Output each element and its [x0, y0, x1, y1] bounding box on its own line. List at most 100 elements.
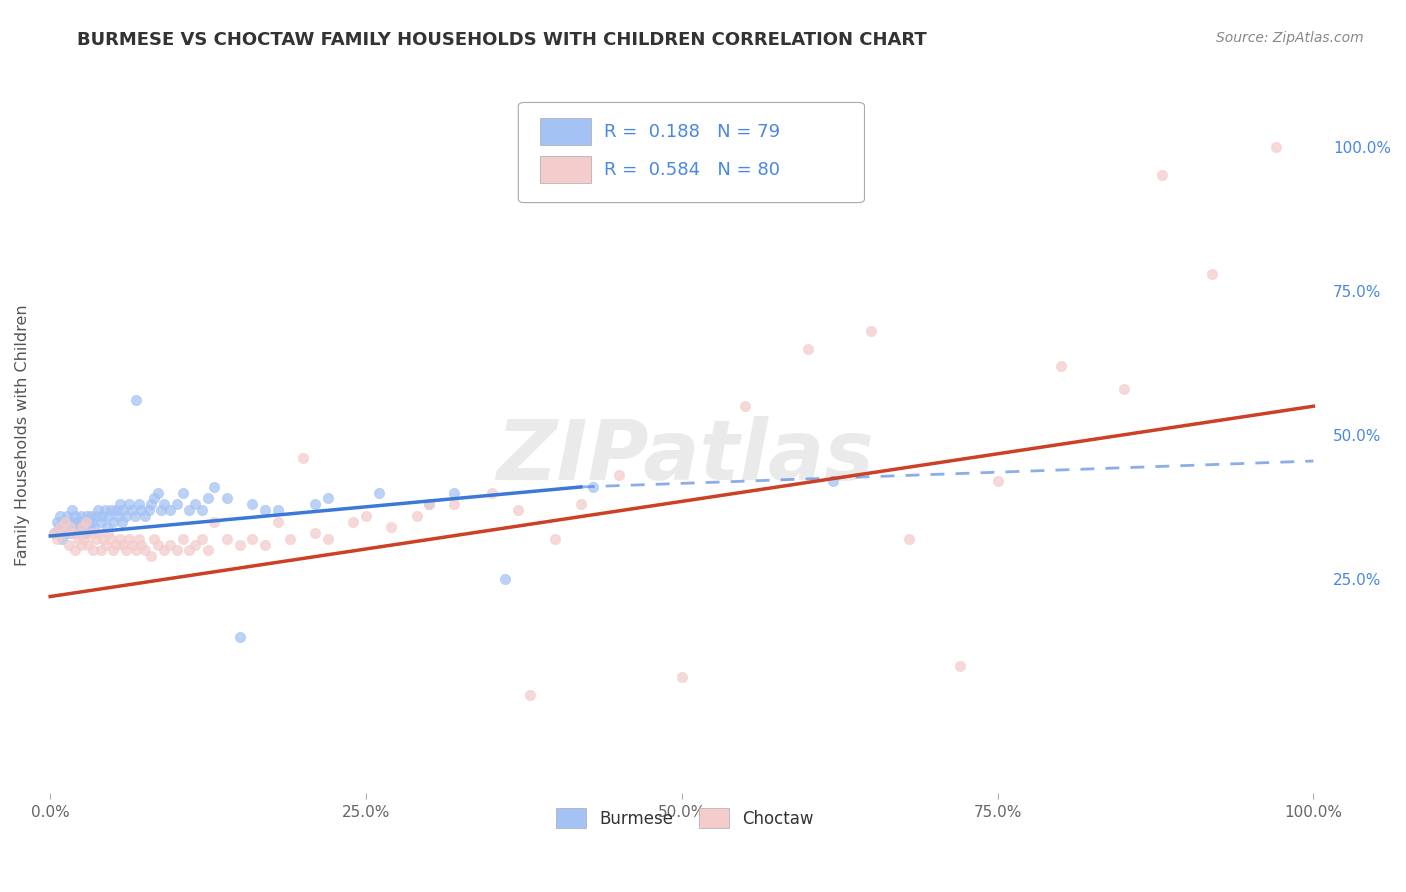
Point [191, 532, 214, 546]
Point [159, 538, 181, 552]
Point [65, 508, 87, 523]
Point [197, 491, 219, 506]
Point [166, 543, 188, 558]
Text: R =  0.188   N = 79: R = 0.188 N = 79 [605, 123, 780, 141]
Point [797, 342, 820, 356]
Point [197, 543, 219, 558]
Point [253, 503, 276, 517]
Point [481, 485, 503, 500]
Point [73, 532, 96, 546]
Point [97, 526, 120, 541]
Point [342, 515, 364, 529]
Point [184, 538, 207, 552]
Point [42, 526, 65, 541]
Point [316, 532, 339, 546]
Point [569, 497, 592, 511]
Point [443, 497, 465, 511]
Point [860, 324, 883, 338]
Point [949, 658, 972, 673]
Point [354, 508, 377, 523]
Point [100, 532, 122, 546]
Point [69, 508, 91, 523]
Point [240, 497, 263, 511]
Point [96, 520, 118, 534]
Point [671, 670, 693, 684]
Point [49, 520, 72, 534]
Point [60, 503, 83, 517]
Point [304, 497, 326, 511]
Point [58, 515, 80, 529]
Point [108, 497, 131, 511]
FancyBboxPatch shape [519, 103, 865, 202]
Point [898, 532, 921, 546]
Point [53, 515, 76, 529]
Point [77, 538, 100, 552]
Point [87, 503, 110, 517]
Point [72, 520, 94, 534]
Point [142, 491, 165, 506]
Point [94, 538, 117, 552]
Point [45, 515, 67, 529]
Point [70, 520, 93, 534]
Y-axis label: Family Households with Children: Family Households with Children [15, 304, 30, 566]
Point [125, 393, 148, 408]
Point [45, 532, 67, 546]
Point [52, 526, 75, 541]
Point [73, 515, 96, 529]
Point [304, 526, 326, 541]
Point [52, 520, 75, 534]
Point [506, 503, 529, 517]
Point [172, 485, 194, 500]
Point [90, 543, 112, 558]
Point [494, 572, 516, 586]
Point [607, 468, 630, 483]
Point [228, 538, 250, 552]
Point [70, 515, 93, 529]
Point [66, 526, 89, 541]
Point [519, 688, 541, 702]
Point [112, 538, 135, 552]
Point [65, 543, 87, 558]
Point [79, 508, 101, 523]
Point [84, 532, 107, 546]
Point [103, 543, 125, 558]
Point [100, 503, 122, 517]
Point [115, 508, 138, 523]
Point [75, 515, 97, 529]
Point [191, 503, 214, 517]
Point [91, 508, 114, 523]
Point [121, 538, 143, 552]
Point [76, 508, 98, 523]
Point [104, 503, 127, 517]
Point [66, 532, 89, 546]
Text: ZIPatlas: ZIPatlas [496, 416, 875, 497]
Point [418, 497, 440, 511]
Point [87, 526, 110, 541]
Point [80, 515, 103, 529]
Point [79, 520, 101, 534]
Point [146, 538, 169, 552]
Point [204, 480, 226, 494]
Point [142, 532, 165, 546]
Bar [540, 156, 592, 183]
Point [48, 520, 70, 534]
Point [112, 503, 135, 517]
Point [97, 508, 120, 523]
Point [138, 503, 160, 517]
Point [79, 526, 101, 541]
Point [184, 497, 207, 511]
Point [91, 532, 114, 546]
Point [544, 532, 567, 546]
Point [103, 515, 125, 529]
Point [1201, 267, 1223, 281]
Point [62, 520, 84, 534]
Text: Source: ZipAtlas.com: Source: ZipAtlas.com [1216, 31, 1364, 45]
Point [58, 538, 80, 552]
Point [63, 515, 86, 529]
Point [179, 503, 201, 517]
Point [82, 543, 104, 558]
Point [367, 485, 389, 500]
Point [69, 538, 91, 552]
Point [266, 503, 288, 517]
Point [204, 515, 226, 529]
